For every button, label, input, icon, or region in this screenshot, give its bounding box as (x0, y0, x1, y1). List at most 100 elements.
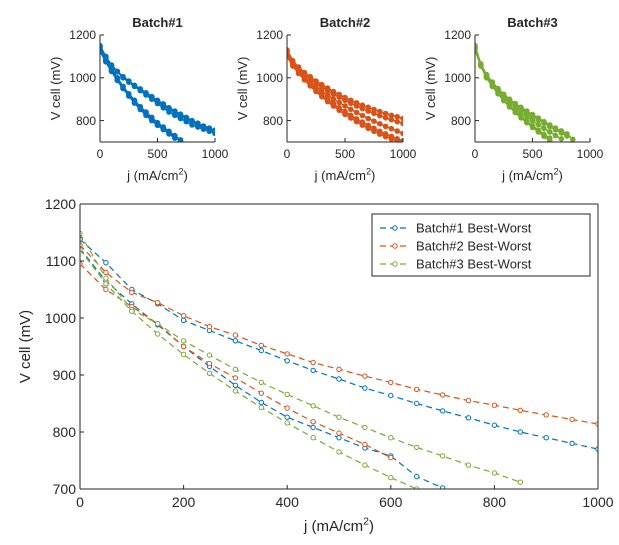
data-point (232, 388, 239, 394)
y-tick-label: 700 (53, 481, 77, 497)
data-point (543, 412, 549, 418)
data-point (439, 408, 446, 414)
data-point (547, 123, 553, 130)
plot-area (287, 35, 403, 142)
data-point (258, 390, 264, 396)
batch3-subplot: 0 500 1000 800 1000 1200 j (mA/cm2) V cell (mV)… (423, 15, 604, 183)
y-axis-label: V cell (mV) (48, 57, 63, 121)
data-point (100, 44, 103, 50)
data-point (180, 338, 187, 344)
x-tick-label: 500 (522, 147, 542, 161)
data-point (232, 332, 239, 338)
y-axis-label: V cell (mV) (235, 57, 250, 121)
x-tick-label: 1000 (202, 147, 229, 161)
data-point (336, 435, 342, 441)
x-axis-label: j (mA/cm2) (303, 516, 374, 535)
data-point (541, 125, 547, 132)
data-point (212, 128, 215, 135)
data-point (524, 113, 530, 120)
x-tick-label: 0 (76, 494, 84, 510)
series-group (100, 42, 215, 142)
x-tick-label: 0 (284, 147, 291, 161)
data-point (324, 98, 331, 105)
data-point (180, 343, 187, 350)
data-point (394, 138, 400, 142)
data-point (126, 92, 132, 98)
x-tick-label: 600 (379, 494, 403, 510)
data-point (569, 416, 575, 423)
data-point (103, 260, 109, 266)
data-point (388, 379, 394, 386)
data-point (394, 113, 401, 120)
data-point (206, 352, 213, 358)
data-point (348, 106, 354, 113)
data-point (154, 98, 161, 105)
data-point (200, 124, 207, 130)
legend-entry: Batch#2 Best-Worst (416, 239, 532, 254)
data-point (547, 138, 553, 142)
data-point (491, 422, 498, 428)
data-point (336, 94, 343, 101)
data-point (258, 399, 264, 406)
y-tick-label: 1000 (444, 71, 471, 85)
data-point (154, 121, 161, 128)
subplot-title: Batch#2 (320, 15, 371, 30)
data-point (330, 103, 337, 109)
series-group (80, 230, 598, 489)
data-point (558, 136, 565, 142)
data-point (400, 120, 403, 127)
data-point (377, 112, 383, 119)
data-point (336, 414, 342, 420)
data-point (400, 115, 403, 122)
data-point (103, 57, 109, 64)
data-point (382, 133, 389, 140)
data-point (558, 130, 565, 136)
x-label-superscript: 2 (363, 516, 369, 528)
x-axis-label: j (mA/cm2) (314, 167, 376, 183)
data-point (501, 97, 507, 104)
data-point (362, 373, 368, 379)
data-point (336, 107, 343, 114)
data-point (517, 479, 523, 485)
data-point (570, 136, 576, 142)
data-point (143, 91, 149, 97)
data-point (166, 105, 172, 112)
data-point (290, 63, 296, 69)
data-point (517, 429, 523, 435)
data-point (547, 129, 553, 135)
data-point (362, 462, 368, 468)
x-tick-label: 1000 (582, 494, 613, 510)
data-point (195, 121, 201, 128)
data-point (359, 112, 366, 119)
data-point (495, 91, 501, 97)
data-point (177, 112, 184, 119)
data-point (529, 124, 536, 131)
data-point (126, 78, 132, 85)
data-point (359, 105, 366, 112)
data-point (535, 121, 542, 128)
x-tick-label: 1000 (577, 147, 604, 161)
data-point (529, 117, 536, 124)
data-point (284, 414, 290, 420)
data-point (310, 359, 316, 366)
data-point (232, 366, 239, 372)
data-point (284, 358, 290, 364)
y-tick-label: 900 (53, 367, 77, 383)
data-point (206, 323, 213, 330)
data-point (258, 404, 264, 411)
data-point (258, 342, 264, 349)
data-point (342, 111, 348, 118)
data-point (524, 119, 530, 126)
data-point (342, 97, 348, 104)
data-point (491, 470, 498, 476)
data-point (149, 116, 155, 123)
data-point (552, 127, 559, 133)
data-point (143, 111, 149, 117)
data-point (388, 136, 395, 142)
data-point (137, 105, 144, 111)
x-label-main: j (mA/cm (126, 168, 178, 183)
data-point (362, 441, 368, 448)
data-point (313, 88, 319, 95)
data-point (517, 407, 523, 413)
